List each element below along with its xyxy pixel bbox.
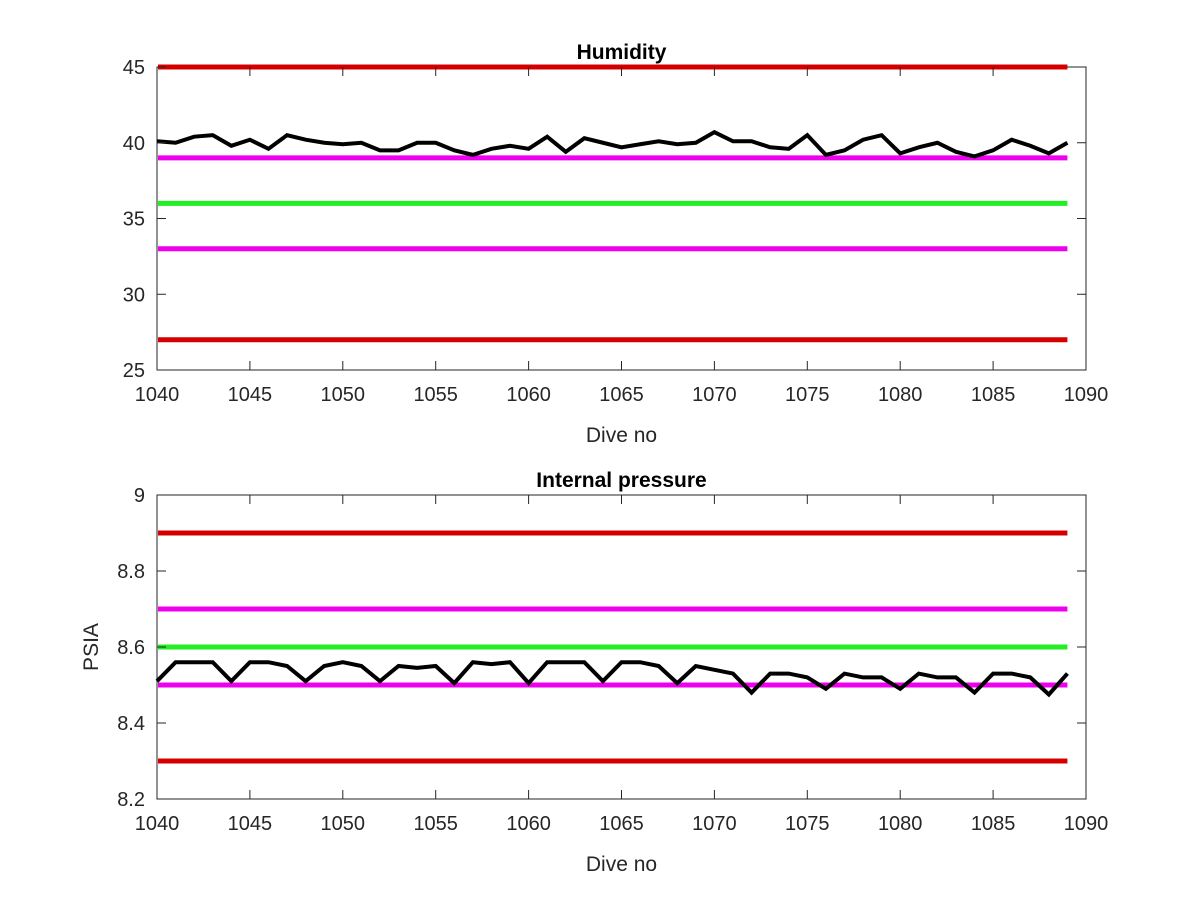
x-tick-label: 1065: [599, 813, 644, 835]
x-axis-label: Dive no: [586, 424, 657, 447]
x-tick-label: 1050: [321, 813, 366, 835]
x-tick-label: 1055: [413, 384, 458, 406]
chart-title: Internal pressure: [536, 469, 706, 492]
x-tick-label: 1045: [228, 813, 273, 835]
y-tick-label: 35: [123, 209, 145, 231]
y-tick-label: 8.8: [117, 561, 145, 583]
x-tick-label: 1075: [785, 813, 830, 835]
x-tick-label: 1050: [321, 384, 366, 406]
data-series-line: [155, 660, 1069, 698]
y-axis-label: PSIA: [80, 623, 103, 671]
y-tick-label: 8.4: [117, 713, 145, 735]
plot-panel-0: 1040 1045 1050 1055 1060 1065 1070 1075 1080 1085…: [123, 41, 1109, 447]
axes-box: [156, 66, 1087, 371]
y-tick-label: 40: [123, 133, 145, 155]
x-tick-label: 1080: [878, 384, 923, 406]
x-tick-label: 1055: [413, 813, 458, 835]
x-tick-label: 1040: [135, 813, 180, 835]
x-tick-label: 1075: [785, 384, 830, 406]
y-tick-label: 45: [123, 57, 145, 79]
x-tick-label: 1040: [135, 384, 180, 406]
x-tick-label: 1060: [506, 384, 551, 406]
x-tick-label: 1080: [878, 813, 923, 835]
x-tick-label: 1090: [1064, 384, 1109, 406]
y-tick-label: 9: [134, 485, 145, 507]
y-tick-label: 8.6: [117, 637, 145, 659]
x-tick-label: 1085: [971, 813, 1016, 835]
x-tick-label: 1070: [692, 813, 737, 835]
x-tick-label: 1060: [506, 813, 551, 835]
chart-title: Humidity: [577, 41, 667, 64]
x-tick-label: 1045: [228, 384, 273, 406]
y-tick-label: 30: [123, 284, 145, 306]
y-tick-label: 25: [123, 360, 145, 382]
x-tick-label: 1065: [599, 384, 644, 406]
x-tick-label: 1085: [971, 384, 1016, 406]
y-tick-label: 8.2: [117, 789, 145, 811]
data-series-line: [156, 129, 1069, 159]
x-tick-label: 1090: [1064, 813, 1109, 835]
x-axis-label: Dive no: [586, 853, 657, 876]
x-tick-label: 1070: [692, 384, 737, 406]
plot-panel-1: 1040 1045 1050 1055 1060 1065 1070 1075 1080 1085…: [80, 469, 1108, 876]
